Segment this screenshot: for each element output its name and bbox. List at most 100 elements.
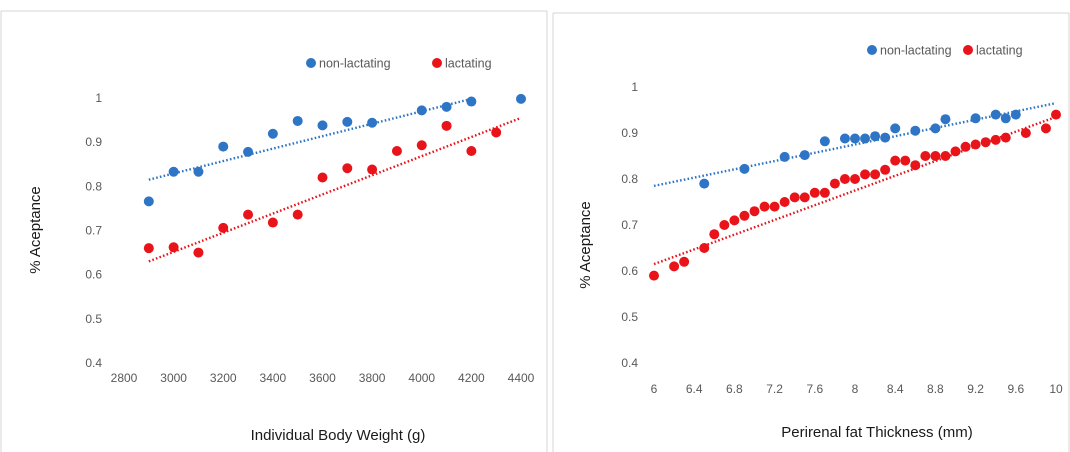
data-point-non-lactating	[850, 133, 860, 144]
data-point-lactating	[367, 164, 378, 175]
y-tick-label: 0.4	[85, 356, 102, 370]
data-point-lactating	[990, 134, 1001, 145]
data-point-non-lactating	[880, 132, 891, 143]
data-point-lactating	[292, 209, 303, 220]
x-tick-label: 10	[1049, 382, 1063, 396]
y-tick-label: 0.4	[621, 356, 638, 370]
x-tick-label: 3400	[260, 371, 287, 385]
data-point-lactating	[739, 210, 750, 221]
data-point-non-lactating	[466, 96, 477, 107]
data-point-lactating	[920, 151, 931, 161]
data-point-non-lactating	[930, 123, 941, 134]
data-point-non-lactating	[441, 101, 452, 112]
data-point-lactating	[910, 160, 921, 171]
legend-marker-lactating	[963, 45, 973, 55]
data-point-lactating	[819, 187, 830, 198]
x-tick-label: 6	[651, 382, 658, 396]
x-axis-title: Individual Body Weight (g)	[251, 427, 426, 444]
data-point-lactating	[168, 242, 179, 253]
legend-label-lactating: lactating	[976, 44, 1023, 58]
data-point-lactating	[759, 201, 770, 212]
y-tick-label: 0.6	[85, 268, 102, 282]
series-lactating	[143, 116, 522, 263]
series-lactating	[649, 109, 1061, 281]
x-axis-title: Perirenal fat Thickness (mm)	[781, 424, 972, 441]
legend-marker-non-lactating	[867, 45, 877, 55]
data-point-lactating	[1040, 123, 1051, 134]
data-point-lactating	[1020, 128, 1031, 138]
data-point-lactating	[441, 120, 452, 131]
data-point-non-lactating	[990, 109, 1001, 120]
series-non-lactating	[653, 101, 1057, 189]
data-point-lactating	[719, 220, 730, 230]
data-point-lactating	[839, 174, 850, 184]
data-point-non-lactating	[739, 163, 750, 174]
data-point-lactating	[1000, 132, 1011, 143]
legend-marker-non-lactating	[306, 58, 316, 68]
data-point-non-lactating	[317, 120, 328, 131]
data-point-non-lactating	[779, 151, 790, 162]
data-point-lactating	[1051, 109, 1061, 120]
series-non-lactating	[143, 93, 526, 207]
data-point-lactating	[416, 140, 427, 151]
data-point-lactating	[890, 155, 901, 166]
x-tick-label: 4000	[408, 371, 435, 385]
y-tick-label: 0.9	[85, 135, 102, 149]
x-tick-label: 7.6	[806, 382, 823, 396]
data-point-lactating	[749, 206, 760, 217]
data-point-non-lactating	[143, 196, 154, 207]
data-point-lactating	[769, 201, 780, 212]
x-tick-label: 3600	[309, 371, 336, 385]
x-tick-label: 3000	[160, 371, 187, 385]
x-tick-label: 2800	[111, 371, 138, 385]
data-point-non-lactating	[819, 136, 830, 147]
x-tick-label: 9.6	[1007, 382, 1024, 396]
x-tick-label: 6.4	[686, 382, 703, 396]
data-point-lactating	[218, 222, 229, 233]
trendline-lactating	[653, 115, 1057, 266]
data-point-lactating	[143, 243, 154, 254]
data-point-lactating	[870, 169, 881, 180]
data-point-non-lactating	[940, 114, 951, 125]
data-point-non-lactating	[699, 178, 710, 189]
data-point-non-lactating	[870, 131, 881, 142]
x-tick-label: 9.2	[967, 382, 984, 396]
x-tick-label: 3200	[210, 371, 237, 385]
data-point-lactating	[466, 146, 477, 156]
data-point-lactating	[729, 215, 740, 226]
y-tick-label: 0.8	[85, 179, 102, 193]
data-point-lactating	[950, 146, 961, 157]
data-point-lactating	[829, 178, 840, 189]
y-tick-label: 0.5	[621, 310, 638, 324]
data-point-lactating	[699, 243, 710, 253]
data-point-lactating	[193, 247, 204, 258]
x-tick-label: 7.2	[766, 382, 783, 396]
y-tick-label: 1	[631, 80, 638, 94]
x-tick-label: 8	[852, 382, 859, 396]
y-tick-label: 0.5	[85, 312, 102, 326]
data-point-non-lactating	[516, 93, 526, 104]
x-tick-label: 4200	[458, 371, 485, 385]
x-tick-label: 3800	[359, 371, 386, 385]
chart-left-plot: 0.4 0.5 0.6 0.7 0.8 0.9 1 2800 3000 3200 3400 3600 3…	[27, 57, 535, 445]
y-axis-title: % Aceptance	[577, 201, 594, 289]
legend-label-non-lactating: non-lactating	[880, 44, 952, 58]
y-axis-title: % Aceptance	[27, 186, 44, 274]
data-point-non-lactating	[860, 133, 871, 144]
data-point-non-lactating	[1000, 113, 1011, 124]
data-point-non-lactating	[890, 123, 901, 134]
y-tick-label: 0.7	[85, 224, 102, 238]
y-tick-label: 0.9	[621, 126, 638, 140]
data-point-lactating	[649, 270, 659, 281]
data-point-non-lactating	[342, 116, 353, 127]
trendline-non-lactating	[653, 101, 1057, 188]
data-point-lactating	[900, 155, 911, 166]
y-tick-label: 0.6	[621, 264, 638, 278]
x-tick-label: 6.8	[726, 382, 743, 396]
data-point-lactating	[860, 169, 871, 180]
data-point-lactating	[491, 127, 502, 138]
data-point-non-lactating	[1010, 109, 1021, 120]
data-point-non-lactating	[292, 115, 303, 126]
data-point-non-lactating	[839, 133, 850, 144]
